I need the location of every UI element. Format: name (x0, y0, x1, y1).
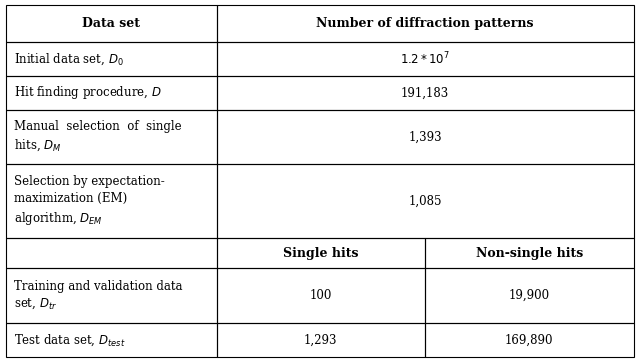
Bar (6, 110, 216, 164)
Text: 100: 100 (310, 289, 332, 302)
Bar (425, 238, 634, 268)
Bar (216, 42, 634, 76)
Text: Single hits: Single hits (283, 247, 358, 260)
Bar (216, 164, 634, 238)
Bar (6, 323, 216, 357)
Text: 169,890: 169,890 (505, 333, 554, 346)
Text: 191,183: 191,183 (401, 86, 449, 99)
Bar (216, 110, 634, 164)
Bar (425, 323, 634, 357)
Bar (6, 238, 216, 268)
Text: Non-single hits: Non-single hits (476, 247, 583, 260)
Bar (6, 268, 216, 323)
Text: Selection by expectation-
maximization (EM)
algorithm, $D_{EM}$: Selection by expectation- maximization (… (14, 176, 165, 227)
Text: Initial data set, $D_0$: Initial data set, $D_0$ (14, 51, 124, 67)
Text: 1,393: 1,393 (408, 130, 442, 143)
Bar (6, 5, 216, 42)
Bar (216, 268, 425, 323)
Text: $1.2 * 10^7$: $1.2 * 10^7$ (400, 51, 450, 68)
Text: Test data set, $D_{test}$: Test data set, $D_{test}$ (14, 332, 125, 348)
Bar (216, 5, 634, 42)
Text: Manual  selection  of  single
hits, $D_M$: Manual selection of single hits, $D_M$ (14, 121, 182, 153)
Bar (6, 42, 216, 76)
Bar (216, 238, 425, 268)
Bar (216, 76, 634, 110)
Bar (6, 164, 216, 238)
Text: 1,085: 1,085 (408, 195, 442, 208)
Text: Number of diffraction patterns: Number of diffraction patterns (316, 17, 534, 30)
Bar (425, 268, 634, 323)
Text: Data set: Data set (83, 17, 140, 30)
Bar (216, 323, 425, 357)
Bar (6, 76, 216, 110)
Text: Hit finding procedure, $D$: Hit finding procedure, $D$ (14, 84, 162, 101)
Text: 1,293: 1,293 (304, 333, 337, 346)
Text: Training and validation data
set, $D_{tr}$: Training and validation data set, $D_{tr… (14, 280, 182, 311)
Text: 19,900: 19,900 (509, 289, 550, 302)
